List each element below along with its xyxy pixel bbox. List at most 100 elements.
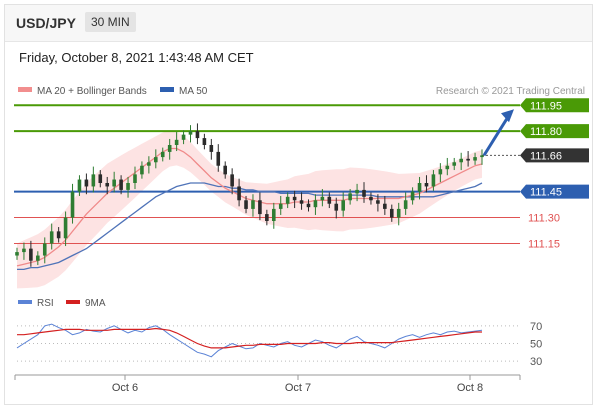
- candle-body: [445, 165, 450, 170]
- time-axis: Oct 6 Oct 7 Oct 8: [14, 374, 521, 394]
- candle-body: [376, 200, 380, 204]
- candle-body: [167, 145, 172, 152]
- candle-body: [49, 231, 54, 244]
- candle-body: [98, 174, 103, 183]
- candle-body: [320, 196, 325, 201]
- ma20-legend-swatch: [18, 87, 32, 92]
- candle-body: [181, 134, 186, 140]
- rsi-ma-legend-label: 9MA: [85, 298, 106, 309]
- candle-body: [355, 189, 359, 194]
- candle-body: [348, 193, 352, 201]
- candle-body: [306, 203, 311, 208]
- rsi-level-label: 70: [530, 321, 542, 333]
- rsi-level-label: 30: [530, 356, 542, 368]
- x-tick-label: Oct 6: [112, 382, 138, 394]
- timeframe-badge[interactable]: 30 MIN: [85, 12, 136, 32]
- candle-body: [140, 165, 144, 175]
- candle-body: [299, 200, 304, 204]
- candle-body: [91, 174, 96, 187]
- candle-body: [466, 158, 470, 161]
- candle-body: [438, 169, 443, 175]
- rsi-level-label: 50: [530, 339, 542, 351]
- rsi-ma-legend-swatch: [66, 300, 80, 304]
- candle-body: [202, 138, 207, 145]
- candle-body: [362, 189, 366, 197]
- candle-body: [216, 151, 221, 166]
- candle-body: [105, 183, 110, 187]
- candle-body: [369, 196, 373, 201]
- level-label-2: 111.66: [530, 150, 562, 162]
- candle-body: [29, 248, 33, 261]
- level-label-0: 111.95: [530, 100, 562, 112]
- level-tag-1: [520, 124, 589, 139]
- candle-body: [389, 208, 394, 218]
- candle-body: [42, 243, 47, 256]
- candle-body: [209, 145, 214, 152]
- level-label-5: 111.15: [528, 238, 560, 250]
- candle-body: [154, 157, 158, 163]
- candle-body: [160, 151, 165, 158]
- rsi-line: [16, 323, 483, 358]
- credit-text: Research © 2021 Trading Central: [436, 86, 585, 97]
- candle-body: [459, 158, 463, 163]
- candle-body: [36, 255, 40, 261]
- candle-body: [410, 191, 415, 201]
- candle-body: [452, 162, 457, 166]
- level-label-1: 111.80: [530, 126, 562, 138]
- ma20-line: [16, 147, 483, 267]
- candle-body: [230, 174, 234, 187]
- forecast-arrow-head: [501, 109, 514, 123]
- candle-body: [174, 139, 179, 145]
- ma50-legend-label: MA 50: [179, 86, 208, 97]
- chart-header: USD/JPY 30 MIN: [5, 5, 592, 42]
- candle-body: [473, 157, 477, 161]
- level-label-3: 111.45: [530, 187, 562, 199]
- candle-body: [22, 248, 26, 253]
- candle-body: [70, 191, 75, 218]
- candle-body: [223, 165, 228, 175]
- candle-body: [244, 200, 248, 209]
- rsi-legend-swatch: [18, 300, 32, 304]
- candle-body: [133, 174, 137, 183]
- forecast-arrow-line: [482, 114, 511, 157]
- candle-body: [341, 200, 345, 211]
- candle-body: [313, 200, 318, 208]
- candle-body: [417, 183, 422, 192]
- candle-body: [292, 196, 297, 201]
- timestamp: Friday, October 8, 2021 1:43:48 AM CET: [19, 50, 254, 65]
- candle-body: [56, 231, 61, 239]
- x-tick-label: Oct 7: [285, 382, 311, 394]
- candle-body: [383, 203, 387, 209]
- candle-body: [396, 208, 401, 218]
- candle-body: [278, 203, 283, 209]
- level-tag-2: [520, 148, 589, 163]
- rsi-legend-label: RSI: [37, 298, 54, 309]
- bollinger-band: [17, 130, 482, 289]
- candle-body: [147, 162, 151, 166]
- candle-body: [403, 200, 408, 209]
- candle-body: [84, 179, 89, 187]
- candle-body: [63, 217, 68, 239]
- x-tick-label: Oct 8: [457, 382, 483, 394]
- candle-body: [258, 200, 262, 215]
- candle-body: [334, 203, 339, 211]
- ma50-legend-swatch: [160, 87, 174, 92]
- candle-body: [15, 252, 19, 256]
- candle-body: [271, 208, 276, 221]
- ma20-legend-label: MA 20 + Bollinger Bands: [37, 86, 147, 97]
- candle-body: [251, 200, 255, 209]
- candle-body: [327, 196, 332, 204]
- candle-body: [424, 183, 429, 187]
- candle-body: [126, 183, 130, 190]
- candle-body: [237, 186, 241, 201]
- candle-body: [119, 179, 123, 190]
- candle-body: [265, 214, 269, 221]
- candle-body: [285, 196, 290, 204]
- price-plot: 111.95 111.80 111.66 111.45 111.30 111.15: [14, 98, 589, 289]
- candle-body: [195, 131, 200, 139]
- rsi-ma-line: [17, 327, 482, 349]
- level-tag-0: [520, 98, 589, 113]
- level-label-4: 111.30: [528, 213, 560, 225]
- candle-body: [112, 179, 116, 187]
